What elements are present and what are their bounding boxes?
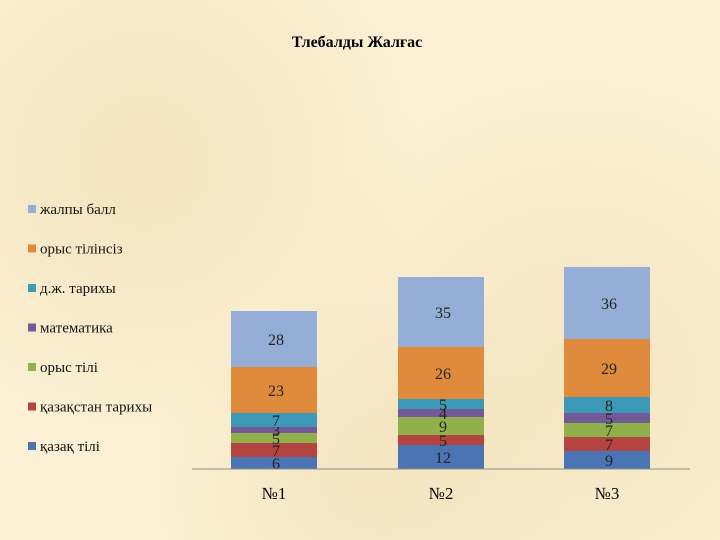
data-label: 4 [439,406,447,423]
x-tick-label: №3 [595,484,620,503]
data-label: 28 [268,332,284,349]
legend-swatch [28,442,36,450]
data-label: 8 [605,398,613,415]
bar-segment [231,311,317,367]
data-label: 7 [272,413,280,430]
legend-label: жалпы балл [39,202,116,218]
data-label: 36 [601,296,617,313]
bar-segment [231,413,317,427]
legend-swatch [28,205,36,213]
bar-segment [398,277,484,347]
legend-swatch [28,323,36,332]
data-label: 26 [435,366,451,383]
legend-swatch [28,363,36,371]
data-label: 7 [605,437,613,454]
bar-segment [398,435,484,445]
data-label: 12 [435,450,451,467]
data-label: 6 [272,456,280,473]
x-axis-ticks: №1 №2 №3 [262,484,620,503]
bar-segment [564,423,650,437]
data-label: 23 [268,383,284,400]
legend-label: орыс тілі [40,360,98,376]
bar-segment [398,347,484,399]
data-label: 9 [605,453,613,470]
bar-segment [231,443,317,457]
bar-segment [231,457,317,469]
bar-segment [398,417,484,435]
bar-segment [398,409,484,417]
legend-label: д.ж. тарихы [40,281,116,297]
data-label: 5 [272,431,280,448]
bar-segment [564,437,650,451]
bar-segment [231,433,317,443]
legend-swatch [28,284,36,292]
legend-label: математика [40,321,113,337]
data-label: 7 [272,443,280,460]
data-label: 9 [439,419,447,436]
legend-label: қазақстан тарихы [40,400,152,416]
data-label: 3 [272,423,280,440]
bar-segment [564,339,650,397]
bar-segment [564,451,650,469]
data-label: 5 [439,397,447,414]
bar-segment [564,267,650,339]
legend-label: орыс тілінсіз [40,242,123,258]
bar-segment [398,399,484,409]
legend-label: қазақ тілі [40,439,100,455]
legend-swatch [28,244,36,253]
data-label: 7 [605,423,613,440]
chart-title: Тлебалды Жалғас [292,34,423,51]
x-tick-label: №2 [429,484,454,503]
legend: жалпы балл орыс тілінсіз д.ж. тарихы матема… [28,202,152,455]
x-tick-label: №1 [262,484,287,503]
bar-segment [564,413,650,423]
legend-swatch [28,402,36,411]
bar-segment [231,367,317,413]
bar-segment [231,427,317,433]
bar-segment [398,445,484,469]
data-label: 35 [435,305,451,322]
data-label: 5 [605,411,613,428]
data-label: 29 [601,361,617,378]
data-label: 5 [439,433,447,450]
bar-segment [564,397,650,413]
